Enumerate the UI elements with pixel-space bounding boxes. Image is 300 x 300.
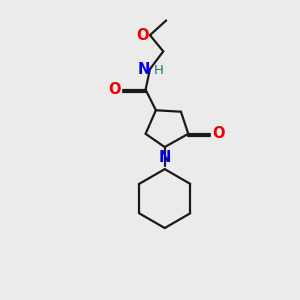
Text: O: O (109, 82, 121, 97)
Text: N: N (158, 150, 171, 165)
Text: H: H (154, 64, 164, 77)
Text: O: O (213, 126, 225, 141)
Text: N: N (138, 61, 150, 76)
Text: O: O (136, 28, 148, 43)
